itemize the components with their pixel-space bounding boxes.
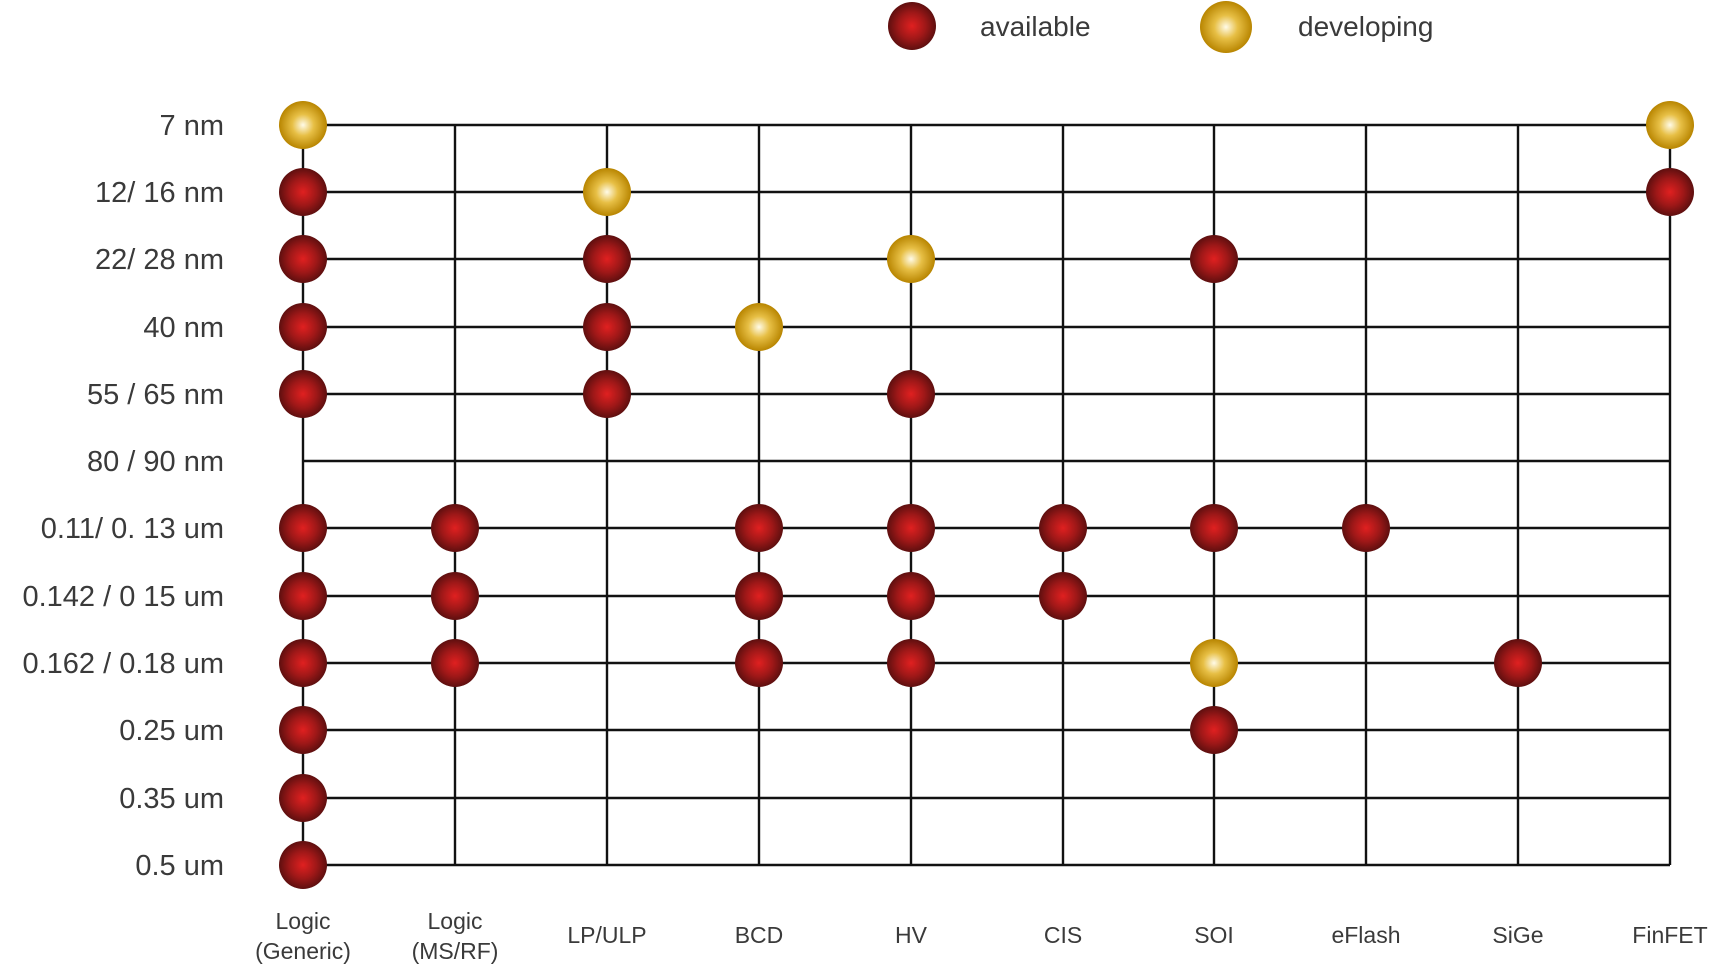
row-label: 0.5 um <box>135 850 224 882</box>
developing-dot <box>1646 101 1694 149</box>
available-dot <box>735 639 783 687</box>
available-dot <box>1190 504 1238 552</box>
developing-dot <box>887 235 935 283</box>
available-dot <box>887 572 935 620</box>
developing-dot <box>1190 639 1238 687</box>
column-label: SiGe <box>1492 922 1543 948</box>
row-label: 40 nm <box>143 312 224 344</box>
available-dot <box>1190 706 1238 754</box>
developing-dot <box>735 303 783 351</box>
column-label: Logic (MS/RF) <box>412 908 499 964</box>
available-dot <box>887 504 935 552</box>
available-dot <box>583 370 631 418</box>
row-label: 7 nm <box>160 110 224 142</box>
available-dot <box>735 504 783 552</box>
row-label: 0.35 um <box>119 783 224 815</box>
row-label: 12/ 16 nm <box>95 177 224 209</box>
legend-available-label: available <box>980 11 1091 42</box>
column-label: SOI <box>1194 922 1234 948</box>
row-label: 0.25 um <box>119 715 224 747</box>
legend-developing-label: developing <box>1298 11 1433 42</box>
grid-lines <box>301 123 1672 867</box>
available-dot <box>279 168 327 216</box>
column-label: eFlash <box>1331 922 1400 948</box>
available-dot <box>279 706 327 754</box>
column-label: HV <box>895 922 928 948</box>
available-dot <box>583 235 631 283</box>
availability-dots <box>279 101 1694 889</box>
available-dot <box>735 572 783 620</box>
available-dot <box>279 774 327 822</box>
legend-developing-dot <box>1200 1 1252 53</box>
available-dot <box>1494 639 1542 687</box>
row-label: 55 / 65 nm <box>87 379 224 411</box>
row-label: 0.142 / 0 15 um <box>22 581 224 613</box>
available-dot <box>431 504 479 552</box>
column-label: FinFET <box>1632 922 1707 948</box>
column-label: CIS <box>1044 922 1082 948</box>
available-dot <box>1039 572 1087 620</box>
column-label: BCD <box>735 922 784 948</box>
legend-available-dot <box>888 2 936 50</box>
developing-dot <box>279 101 327 149</box>
available-dot <box>1342 504 1390 552</box>
available-dot <box>1039 504 1087 552</box>
row-label: 0.162 / 0.18 um <box>22 648 224 680</box>
available-dot <box>279 504 327 552</box>
legend: available developing <box>888 1 1433 53</box>
available-dot <box>279 572 327 620</box>
available-dot <box>279 639 327 687</box>
available-dot <box>1190 235 1238 283</box>
available-dot <box>279 370 327 418</box>
available-dot <box>431 639 479 687</box>
available-dot <box>279 303 327 351</box>
row-label: 22/ 28 nm <box>95 244 224 276</box>
column-labels: Logic (Generic) Logic (MS/RF) LP/ULP BCD HV CIS… <box>255 908 1708 964</box>
row-label: 80 / 90 nm <box>87 446 224 478</box>
column-label: Logic (Generic) <box>255 908 351 964</box>
column-label: LP/ULP <box>567 922 646 948</box>
available-dot <box>279 841 327 889</box>
developing-dot <box>583 168 631 216</box>
available-dot <box>583 303 631 351</box>
row-labels: 7 nm 12/ 16 nm 22/ 28 nm 40 nm 55 / 65 nm 80 … <box>22 110 224 882</box>
available-dot <box>1646 168 1694 216</box>
row-label: 0.11/ 0. 13 um <box>41 513 224 545</box>
available-dot <box>279 235 327 283</box>
available-dot <box>887 370 935 418</box>
available-dot <box>887 639 935 687</box>
available-dot <box>431 572 479 620</box>
